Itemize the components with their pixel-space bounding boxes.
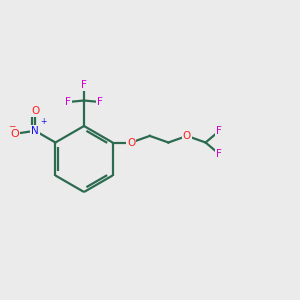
Text: F: F <box>81 80 87 90</box>
Text: O: O <box>11 129 19 139</box>
Text: F: F <box>97 97 103 107</box>
Text: +: + <box>40 117 47 126</box>
Text: F: F <box>216 126 222 136</box>
Text: F: F <box>65 97 71 107</box>
Text: N: N <box>31 126 39 136</box>
Text: O: O <box>183 131 191 141</box>
Text: O: O <box>127 137 135 148</box>
Text: −: − <box>8 122 16 130</box>
Text: O: O <box>31 106 39 116</box>
Text: F: F <box>216 149 222 159</box>
